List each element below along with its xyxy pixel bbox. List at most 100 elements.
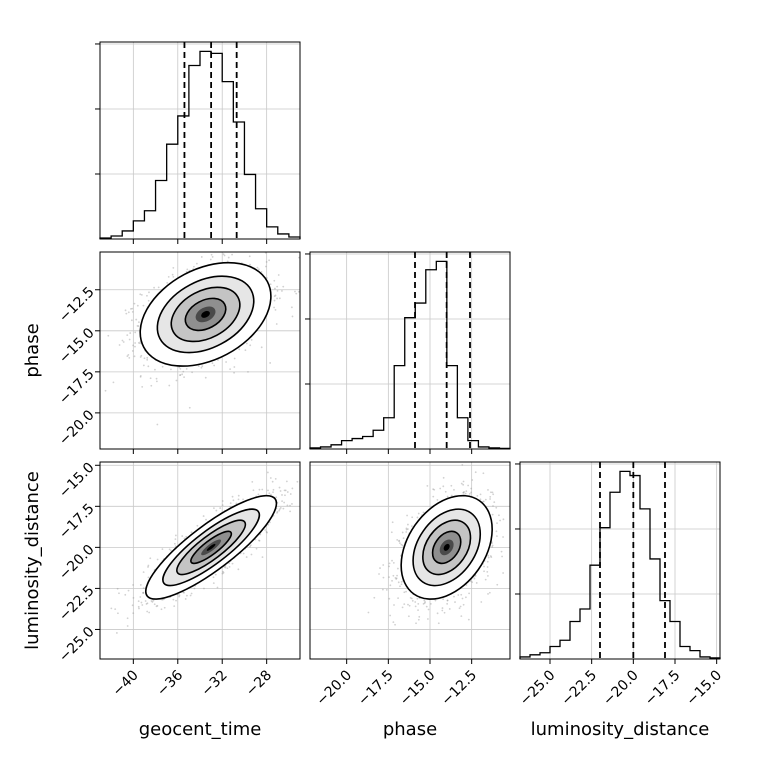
scatter-point (273, 279, 276, 282)
scatter-point (249, 545, 251, 548)
x-tick-label: −25.0 (517, 667, 559, 709)
scatter-point (166, 281, 169, 284)
scatter-point (450, 494, 453, 497)
scatter-point (182, 370, 185, 373)
scatter-point (204, 376, 207, 379)
scatter-point (127, 311, 130, 314)
scatter-point (517, 510, 519, 512)
scatter-point (161, 365, 164, 368)
scatter-point (133, 302, 136, 305)
histogram-step (519, 470, 721, 659)
scatter-point (129, 332, 132, 334)
scatter-point (297, 290, 300, 293)
scatter-point (195, 262, 198, 265)
scatter-point (226, 567, 229, 570)
scatter-point (153, 286, 155, 289)
scatter-point (122, 341, 125, 343)
scatter-point (181, 535, 184, 537)
scatter-point (142, 571, 145, 574)
scatter-point (283, 489, 286, 492)
scatter-point (234, 249, 236, 251)
scatter-point (193, 265, 195, 268)
scatter-point (405, 528, 408, 531)
scatter-point (231, 253, 233, 256)
scatter-point (260, 346, 263, 349)
scatter-point (278, 486, 281, 489)
scatter-point (205, 518, 207, 521)
scatter-point (242, 552, 245, 555)
scatter-point (437, 622, 440, 625)
scatter-point (471, 479, 474, 481)
scatter-point (132, 596, 135, 599)
scatter-point (252, 489, 255, 492)
scatter-point (489, 495, 492, 498)
scatter-point (417, 602, 420, 605)
scatter-point (381, 588, 384, 591)
scatter-point (139, 342, 141, 345)
scatter-point (258, 488, 261, 491)
scatter-point (237, 498, 240, 501)
scatter-point (424, 601, 427, 603)
scatter-point (135, 318, 138, 321)
scatter-point (235, 502, 238, 505)
scatter-point (131, 350, 134, 352)
scatter-point (261, 488, 264, 491)
scatter-point (132, 344, 135, 347)
scatter-point (132, 584, 134, 586)
scatter-point (222, 253, 225, 256)
scatter-point (215, 509, 218, 512)
scatter-point (459, 605, 462, 608)
scatter-point (117, 612, 119, 615)
scatter-point (249, 263, 251, 266)
scatter-point (136, 304, 139, 307)
x-tick-label: −36 (154, 667, 186, 699)
scatter-point (248, 255, 251, 258)
x-tick-label: −17.5 (355, 667, 397, 709)
scatter-point (423, 599, 426, 602)
scatter-point (161, 548, 164, 551)
scatter-point (465, 490, 468, 493)
scatter-point (483, 565, 485, 568)
contour-line (422, 519, 472, 576)
scatter-point (407, 615, 410, 618)
x-tick-label: −15.0 (683, 667, 725, 709)
scatter-point (210, 253, 213, 256)
scatter-point (272, 488, 275, 491)
scatter-point (247, 248, 249, 250)
scatter-point (179, 368, 182, 370)
scatter-point (259, 533, 262, 536)
scatter-point (142, 587, 145, 590)
scatter-point (492, 493, 495, 496)
y-tick-label: −17.5 (56, 501, 98, 543)
scatter-point (409, 596, 412, 599)
scatter-point (174, 538, 177, 541)
scatter-point (429, 602, 432, 605)
scatter-point (439, 487, 442, 490)
scatter-point (454, 601, 456, 603)
x-axis-label-phase: phase (383, 719, 437, 740)
scatter-point (146, 358, 149, 361)
scatter-point (175, 379, 178, 382)
scatter-point (257, 268, 260, 271)
scatter-point (450, 484, 453, 487)
scatter-point (398, 539, 401, 542)
scatter-point (178, 594, 181, 597)
histogram-luminosity_distance: −25.0 −22.5 −20.0 −17.5 −15.0 (515, 461, 725, 709)
scatter-point (258, 539, 260, 542)
scatter-point (174, 534, 177, 537)
contour-line (139, 261, 272, 367)
scatter-point (410, 597, 413, 600)
scatter-point (150, 600, 153, 602)
scatter-point (493, 501, 496, 504)
scatter-point (147, 566, 149, 568)
scatter-point (273, 306, 275, 309)
scatter-point (116, 587, 119, 590)
scatter-point (436, 499, 439, 501)
x-tick-label: −22.5 (558, 667, 600, 709)
scatter-point (491, 546, 494, 548)
scatter-point (118, 592, 120, 595)
scatter-point (170, 549, 172, 552)
scatter-point (139, 596, 142, 598)
scatter-point (436, 612, 439, 615)
